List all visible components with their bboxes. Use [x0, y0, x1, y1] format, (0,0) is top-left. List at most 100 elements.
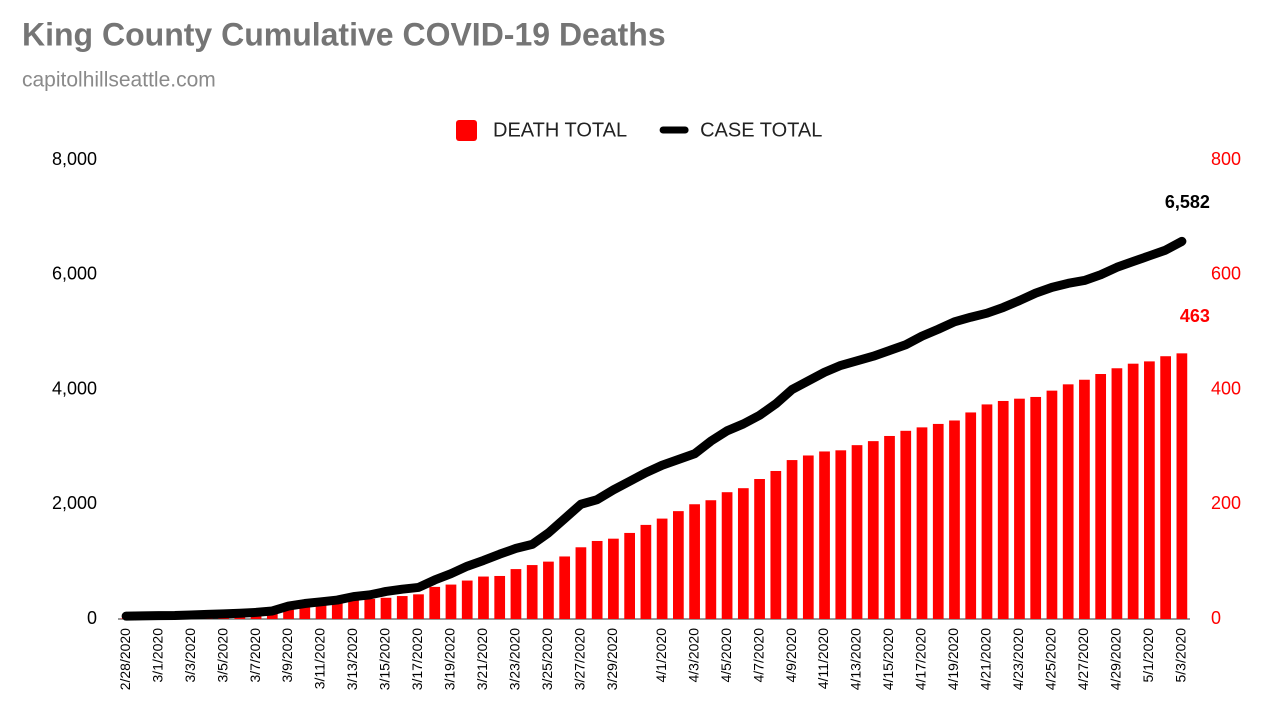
bar — [1046, 390, 1058, 619]
x-tick-label: 4/17/2020 — [913, 628, 929, 690]
bar — [348, 600, 359, 619]
x-tick-label: 4/11/2020 — [815, 628, 831, 689]
x-tick-label: 3/3/2020 — [182, 628, 198, 683]
bar — [591, 540, 603, 619]
bar — [737, 488, 749, 619]
bar — [932, 423, 944, 619]
x-tick-label: 5/1/2020 — [1140, 628, 1156, 683]
bar — [689, 504, 700, 619]
bar — [331, 601, 343, 619]
x-tick-label: 3/11/2020 — [312, 628, 328, 689]
y2-tick-label: 600 — [1211, 264, 1241, 284]
chart-subtitle: capitolhillseattle.com — [22, 69, 216, 92]
x-tick-label: 4/13/2020 — [848, 628, 864, 690]
legend-label: DEATH TOTAL — [493, 119, 627, 141]
bar — [656, 518, 668, 619]
x-tick-label: 4/7/2020 — [750, 628, 766, 683]
x-tick-label: 3/21/2020 — [474, 628, 490, 690]
bar — [884, 435, 895, 619]
bar — [478, 576, 489, 619]
x-tick-label: 4/25/2020 — [1043, 628, 1059, 690]
x-tick-label: 3/25/2020 — [539, 628, 555, 690]
bar — [754, 479, 765, 619]
bar — [997, 400, 1009, 619]
x-tick-label: 3/29/2020 — [604, 628, 620, 690]
bar — [396, 596, 408, 619]
bar — [916, 427, 928, 619]
bar — [283, 609, 294, 619]
bar — [705, 500, 717, 619]
bar — [1144, 361, 1155, 619]
bar — [1127, 363, 1139, 619]
bar — [1095, 374, 1107, 619]
bar — [802, 455, 814, 619]
y2-tick-label: 0 — [1211, 608, 1221, 628]
bar — [559, 556, 571, 619]
bar — [608, 538, 619, 619]
x-tick-label: 3/9/2020 — [279, 628, 295, 683]
bar — [867, 441, 879, 619]
bar — [981, 404, 993, 619]
bar — [445, 584, 457, 619]
bar — [461, 580, 473, 619]
chart-title: King County Cumulative COVID-19 Deaths — [22, 16, 666, 52]
bar — [543, 561, 554, 619]
y-tick-label: 0 — [87, 608, 97, 628]
bar — [673, 511, 684, 619]
x-tick-label: 3/17/2020 — [409, 628, 425, 690]
x-tick-label: 3/27/2020 — [572, 628, 588, 690]
y2-tick-label: 400 — [1211, 378, 1241, 398]
x-tick-label: 4/15/2020 — [880, 628, 896, 690]
bar — [364, 598, 376, 619]
x-tick-label: 4/27/2020 — [1075, 628, 1091, 690]
bar — [1111, 368, 1123, 619]
line — [121, 236, 1187, 621]
bar — [1030, 396, 1042, 619]
bar — [949, 420, 960, 619]
bar — [510, 569, 522, 619]
x-tick-label: 5/3/2020 — [1173, 628, 1189, 683]
x-tick-label: 3/7/2020 — [247, 628, 263, 683]
bar — [1160, 356, 1171, 619]
y2-tick-label: 200 — [1211, 493, 1241, 513]
x-tick-label: 2/28/2020 — [117, 628, 133, 690]
y-tick-label: 8,000 — [52, 149, 97, 169]
x-tick-label: 3/13/2020 — [344, 628, 360, 690]
bar — [965, 412, 977, 619]
bar — [315, 604, 327, 619]
bar — [1079, 379, 1090, 619]
legend-swatch — [456, 120, 477, 141]
x-tick-label: 4/9/2020 — [783, 628, 799, 683]
bar — [900, 430, 912, 619]
bar — [770, 470, 782, 619]
bar — [786, 460, 798, 619]
bar — [1176, 353, 1188, 619]
data-label: 6,582 — [1165, 192, 1210, 212]
bar — [380, 597, 392, 619]
bar — [1014, 398, 1025, 619]
x-tick-label: 4/29/2020 — [1108, 628, 1124, 690]
bar — [640, 524, 652, 619]
bar — [721, 492, 733, 619]
y-tick-label: 6,000 — [52, 264, 97, 284]
x-tick-label: 3/19/2020 — [442, 628, 458, 690]
bar — [1062, 384, 1074, 619]
bar — [835, 450, 847, 619]
y-tick-label: 4,000 — [52, 378, 97, 398]
data-label: 463 — [1180, 306, 1210, 326]
bar — [575, 547, 587, 619]
bar — [624, 532, 635, 619]
x-tick-label: 4/19/2020 — [945, 628, 961, 690]
y-tick-label: 2,000 — [52, 493, 97, 513]
legend-label: CASE TOTAL — [700, 119, 822, 141]
bar — [299, 606, 311, 619]
x-tick-label: 4/21/2020 — [978, 628, 994, 690]
bar — [819, 451, 830, 619]
bar — [851, 445, 863, 619]
x-tick-label: 3/1/2020 — [149, 628, 165, 683]
x-tick-label: 4/5/2020 — [718, 628, 734, 683]
x-tick-label: 3/15/2020 — [377, 628, 393, 690]
x-tick-label: 4/23/2020 — [1010, 628, 1026, 690]
x-tick-label: 4/1/2020 — [653, 628, 669, 683]
